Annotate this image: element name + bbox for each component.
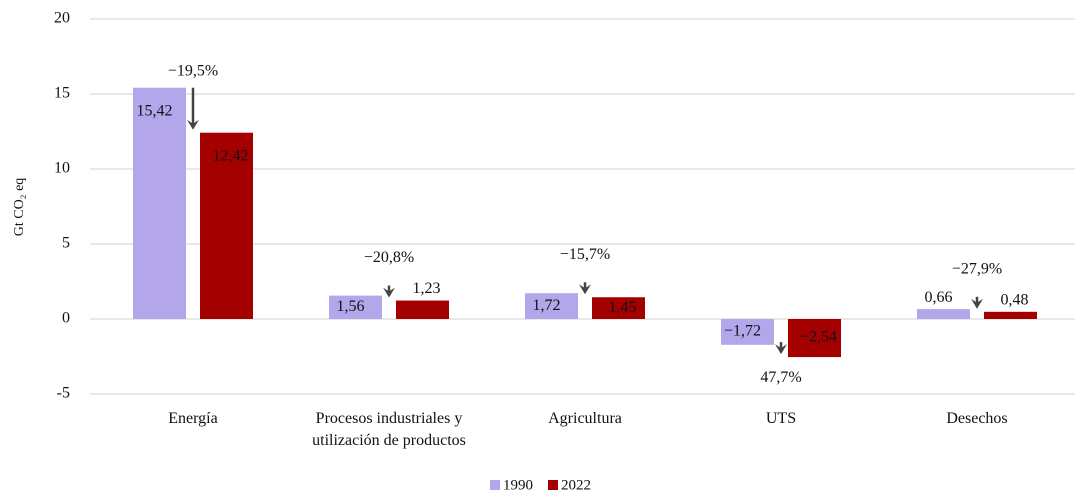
value-label: 0,66 xyxy=(925,289,953,306)
change-arrowhead xyxy=(971,298,983,309)
y-tick-label: 10 xyxy=(54,160,70,177)
change-arrowhead xyxy=(187,119,199,130)
x-tick-label: Desechos xyxy=(946,410,1008,427)
y-tick-label: 20 xyxy=(54,10,70,27)
bar xyxy=(984,311,1037,319)
change-label: 47,7% xyxy=(760,369,801,386)
value-label: 15,42 xyxy=(137,102,173,119)
change-label: −19,5% xyxy=(168,62,218,79)
x-tick-label: Procesos industriales y utilización de p… xyxy=(312,410,466,449)
value-label: 1,56 xyxy=(337,298,365,315)
legend-label: 1990 xyxy=(503,477,533,493)
bar xyxy=(917,309,970,319)
bar xyxy=(396,300,449,319)
value-label: 0,48 xyxy=(1001,291,1029,308)
bar xyxy=(721,319,774,345)
change-label: −27,9% xyxy=(952,260,1002,277)
x-tick-label: Energía xyxy=(168,410,218,427)
legend-swatch xyxy=(548,480,558,490)
y-axis-label: Gt CO₂ eq xyxy=(12,178,27,237)
value-label: −2,54 xyxy=(800,329,837,346)
y-tick-label: -5 xyxy=(57,385,70,402)
change-arrowhead xyxy=(579,284,591,295)
value-label: 1,72 xyxy=(533,297,561,314)
legend-swatch xyxy=(490,480,500,490)
value-label: −1,72 xyxy=(724,323,761,340)
change-arrowhead xyxy=(775,344,787,355)
bar xyxy=(788,319,841,358)
bar xyxy=(133,87,186,319)
value-label: 1,23 xyxy=(413,280,441,297)
y-tick-label: 15 xyxy=(54,85,70,102)
value-label: 1,45 xyxy=(609,299,637,316)
bar xyxy=(200,132,253,319)
bar xyxy=(525,293,578,319)
bar xyxy=(329,295,382,319)
value-label: 12,42 xyxy=(213,147,249,164)
x-tick-label: Agricultura xyxy=(548,410,622,427)
legend-label: 2022 xyxy=(561,477,591,493)
y-tick-label: 0 xyxy=(62,310,70,327)
change-label: −15,7% xyxy=(560,246,610,263)
y-tick-label: 5 xyxy=(62,235,70,252)
change-arrowhead xyxy=(383,287,395,298)
change-label: −20,8% xyxy=(364,249,414,266)
bar xyxy=(592,297,645,319)
x-tick-label: UTS xyxy=(765,410,797,427)
